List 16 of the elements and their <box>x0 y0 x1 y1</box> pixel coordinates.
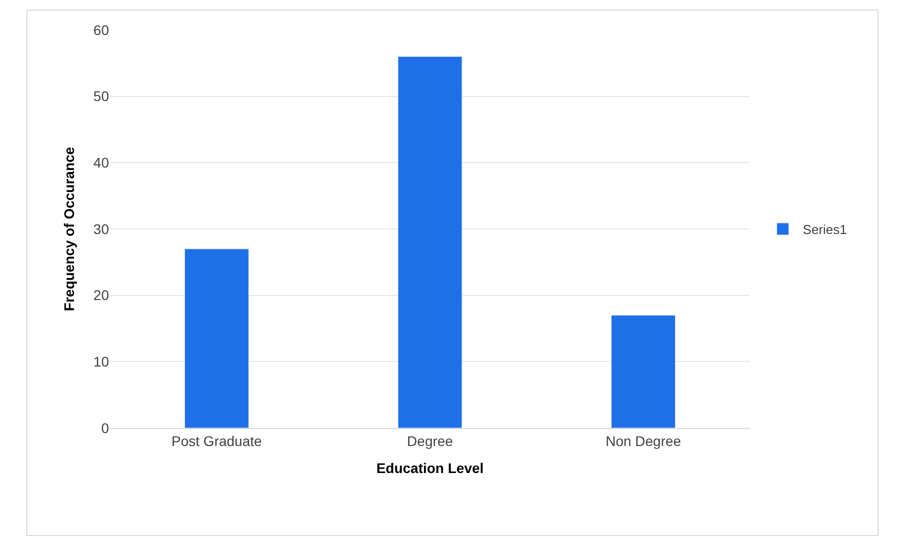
y-tick-label: 50 <box>93 88 110 104</box>
y-tick-label: 40 <box>93 154 110 171</box>
y-tick-label: 10 <box>93 354 110 370</box>
x-tick-label: Non Degree <box>606 432 682 449</box>
legend-label: Series1 <box>802 222 847 238</box>
bar <box>398 56 462 428</box>
x-tick-label: Degree <box>407 432 454 449</box>
y-tick-label: 60 <box>93 22 110 38</box>
bar <box>184 248 249 428</box>
y-tick-label: 0 <box>101 420 110 436</box>
x-axis-title: Education Level <box>376 460 484 476</box>
y-axis-title: Frequency of Occurance <box>61 146 78 312</box>
bar <box>611 314 676 428</box>
x-tick-label: Post Graduate <box>172 432 262 449</box>
y-tick-label: 30 <box>93 220 110 237</box>
y-tick-label: 20 <box>93 287 110 304</box>
